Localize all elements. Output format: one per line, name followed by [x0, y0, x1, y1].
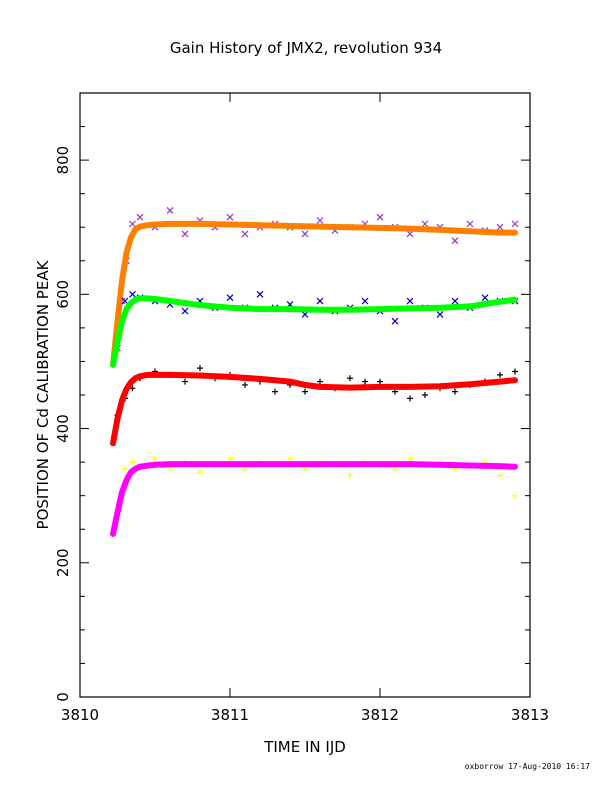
series-line	[110, 371, 518, 447]
data-point	[182, 378, 188, 385]
data-point	[436, 311, 444, 318]
data-point	[302, 388, 308, 395]
data-point	[407, 455, 413, 462]
data-point	[421, 220, 429, 228]
data-point	[226, 294, 234, 302]
y-tick-label: 200	[54, 548, 72, 577]
series-5	[110, 371, 518, 447]
data-point	[227, 455, 233, 462]
data-point	[166, 207, 174, 214]
series-1	[110, 220, 518, 368]
data-point	[152, 455, 158, 462]
data-point	[129, 459, 136, 466]
data-point	[316, 297, 324, 305]
data-point	[362, 378, 368, 385]
y-axis: 0 200 400 600 800	[54, 92, 530, 702]
chart-title: Gain History of JMX2, revolution 934	[170, 39, 442, 57]
plot-frame	[79, 92, 531, 698]
data-point	[136, 213, 144, 221]
y-tick-label: 400	[54, 414, 72, 443]
data-point	[181, 307, 189, 315]
data-point	[197, 469, 203, 476]
data-point	[451, 237, 459, 245]
data-point	[511, 220, 519, 228]
plot-area: 3810 3811 3812 3813 0 200 400 600 800	[54, 92, 549, 724]
data-point	[407, 395, 413, 402]
data-point	[466, 220, 474, 228]
data-point	[129, 220, 136, 228]
series-line	[110, 295, 518, 368]
data-point	[497, 371, 503, 378]
footer-credit: oxborrow 17-Aug-2010 16:17	[465, 762, 590, 771]
data-point	[317, 378, 323, 385]
y-tick-label: 600	[54, 280, 72, 309]
data-point	[226, 213, 234, 221]
series-layer	[110, 207, 519, 537]
data-point	[422, 392, 428, 398]
data-point	[376, 213, 384, 221]
data-point	[406, 230, 414, 238]
data-point	[272, 388, 278, 395]
data-point	[347, 472, 353, 479]
x-axis: 3810 3811 3812 3813	[61, 93, 549, 724]
data-point	[406, 297, 414, 305]
data-point	[122, 465, 128, 472]
data-point	[287, 455, 293, 462]
data-point	[121, 297, 129, 305]
data-point	[497, 472, 503, 479]
data-point	[391, 317, 399, 325]
series-3	[110, 295, 518, 368]
x-axis-label: TIME IN IJD	[263, 738, 346, 756]
data-point	[197, 365, 203, 372]
x-tick-label: 3810	[61, 706, 99, 724]
x-tick-label: 3812	[361, 706, 399, 724]
data-point	[512, 368, 518, 375]
y-tick-label: 800	[54, 146, 72, 175]
series-line	[110, 461, 518, 537]
data-point	[256, 290, 264, 298]
data-point	[451, 297, 459, 305]
x-tick-label: 3811	[211, 706, 249, 724]
data-point	[316, 217, 324, 224]
data-point	[496, 223, 504, 231]
data-point	[481, 294, 489, 302]
data-point	[347, 375, 353, 382]
data-point	[377, 378, 383, 385]
data-point	[361, 297, 369, 305]
series-line	[110, 220, 518, 368]
data-point	[301, 230, 309, 238]
data-point	[242, 381, 248, 388]
data-point	[512, 492, 518, 499]
x-tick-label: 3813	[511, 706, 549, 724]
data-point	[129, 290, 136, 298]
y-tick-label: 0	[54, 692, 72, 702]
y-axis-label: POSITION OF Cd CALIBRATION PEAK	[34, 259, 52, 529]
series-7	[110, 461, 518, 537]
data-point	[181, 230, 189, 238]
data-point	[241, 230, 249, 238]
data-point	[452, 388, 458, 395]
